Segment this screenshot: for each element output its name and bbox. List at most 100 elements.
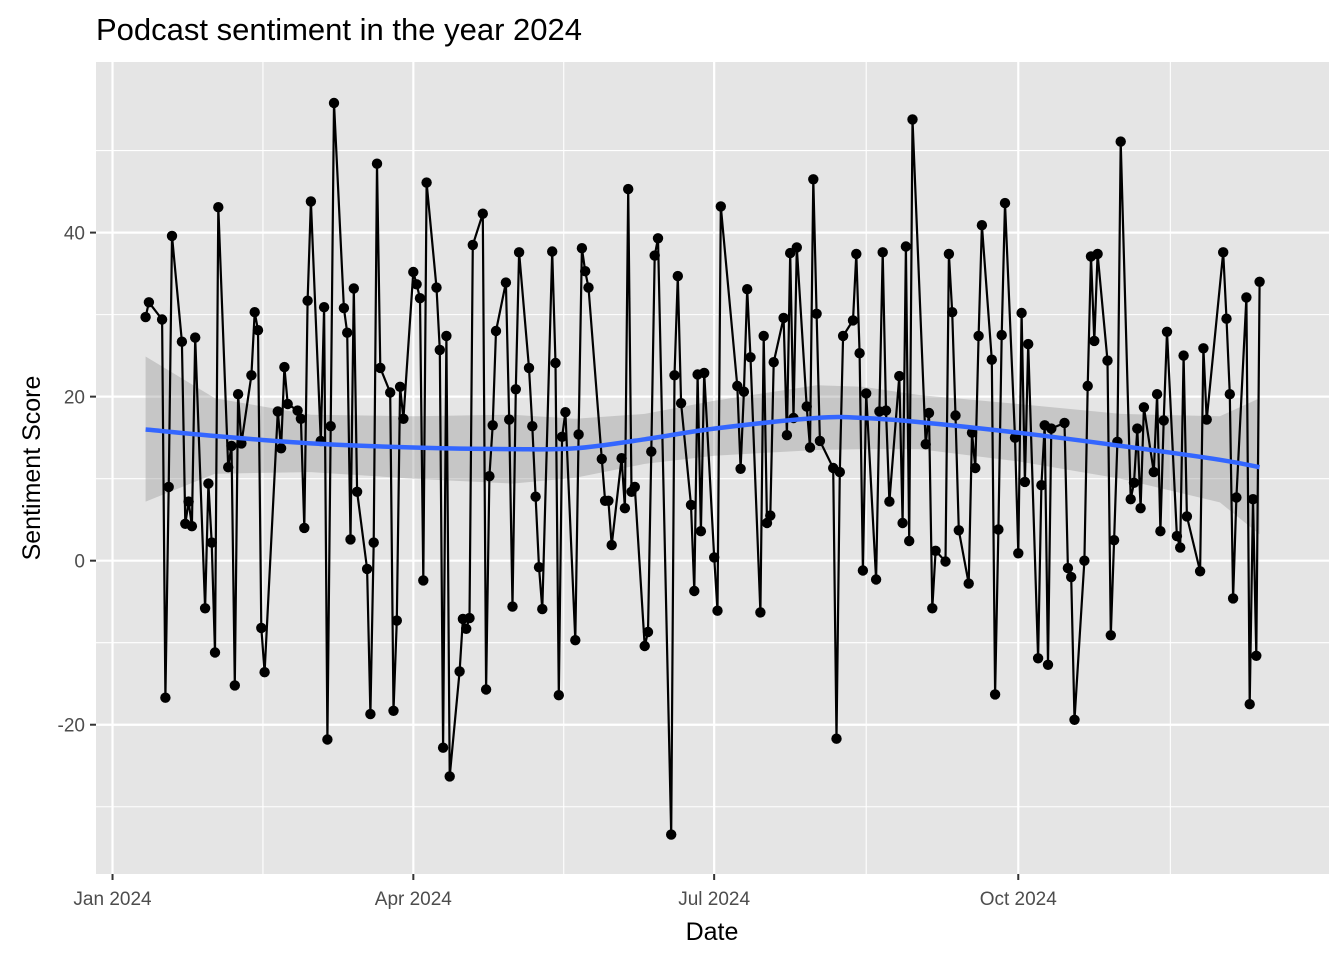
grid-minor: [96, 62, 1329, 874]
data-point: [765, 510, 776, 521]
data-point: [279, 361, 290, 373]
data-point: [190, 332, 201, 343]
data-point: [669, 370, 680, 381]
data-point: [1036, 480, 1047, 491]
data-point: [758, 330, 769, 342]
data-point: [533, 562, 545, 573]
data-point: [1059, 417, 1070, 429]
data-point: [811, 308, 822, 319]
data-point: [1227, 593, 1239, 604]
data-point: [441, 330, 452, 342]
y-axis-title: Sentiment Score: [18, 376, 46, 561]
data-point: [1171, 530, 1183, 542]
data-point: [507, 601, 518, 612]
x-tick-label: Jul 2024: [678, 889, 750, 910]
data-point: [1079, 555, 1090, 566]
data-point: [814, 435, 826, 447]
data-point: [999, 197, 1011, 209]
data-point: [884, 496, 895, 507]
data-point: [490, 325, 502, 337]
data-point: [368, 537, 379, 548]
data-point: [583, 282, 594, 293]
data-point: [213, 202, 224, 213]
data-point: [553, 690, 564, 701]
data-point: [847, 315, 859, 326]
data-point: [421, 177, 432, 188]
data-point: [1016, 307, 1027, 319]
data-point: [1009, 432, 1021, 443]
data-point: [523, 362, 535, 374]
data-point: [414, 293, 426, 304]
data-point: [1108, 535, 1120, 546]
data-point: [831, 733, 842, 744]
data-point: [418, 575, 429, 586]
data-point: [1251, 650, 1262, 661]
data-point: [904, 535, 915, 547]
data-point: [1181, 511, 1193, 522]
data-point: [328, 97, 340, 109]
data-point: [877, 247, 888, 258]
data-point: [989, 689, 1001, 700]
data-point: [1151, 389, 1163, 400]
data-point: [742, 284, 753, 295]
data-point: [596, 453, 607, 465]
data-point: [576, 243, 588, 254]
data-point: [619, 503, 631, 514]
data-point: [986, 354, 997, 365]
data-point: [246, 370, 257, 381]
data-point: [375, 362, 386, 374]
data-point: [206, 537, 217, 548]
data-point: [953, 525, 964, 536]
data-point: [1062, 562, 1074, 574]
data-point: [348, 283, 359, 294]
data-point: [1092, 248, 1103, 260]
data-point: [652, 233, 664, 244]
data-point: [223, 462, 234, 473]
data-point: [510, 384, 521, 395]
data-point: [275, 443, 287, 454]
data-point: [801, 401, 812, 412]
data-point: [768, 357, 779, 368]
data-point: [434, 344, 445, 356]
data-point: [570, 635, 581, 646]
data-point: [500, 277, 512, 288]
data-point: [232, 389, 244, 400]
data-point: [900, 241, 912, 252]
data-point: [857, 565, 869, 576]
data-point: [649, 250, 660, 261]
data-point: [996, 329, 1007, 341]
sentiment-points: [140, 97, 1265, 840]
y-tick-label: 40: [64, 224, 85, 245]
data-point: [209, 647, 221, 658]
data-point: [236, 438, 247, 449]
data-point: [1161, 326, 1173, 337]
data-point: [1022, 338, 1034, 350]
data-point: [411, 279, 422, 290]
data-point: [156, 314, 168, 325]
data-point: [646, 446, 657, 457]
data-point: [176, 336, 188, 347]
data-point: [1241, 292, 1252, 303]
data-point: [675, 398, 687, 409]
data-point: [292, 405, 303, 416]
data-point: [791, 242, 802, 253]
data-point: [1221, 313, 1232, 324]
data-point: [259, 667, 270, 678]
data-point: [342, 327, 353, 338]
data-point: [1158, 415, 1169, 426]
data-point: [163, 481, 174, 493]
data-point: [444, 771, 455, 782]
data-point: [252, 325, 264, 336]
data-point: [226, 440, 237, 452]
data-point: [897, 517, 908, 529]
data-point: [837, 330, 849, 342]
data-point: [437, 742, 449, 753]
data-point: [385, 387, 396, 398]
data-point: [735, 463, 746, 474]
data-point: [642, 626, 654, 638]
data-point: [480, 684, 492, 695]
data-point: [338, 302, 350, 314]
data-point: [715, 201, 726, 212]
data-point: [1132, 423, 1143, 434]
